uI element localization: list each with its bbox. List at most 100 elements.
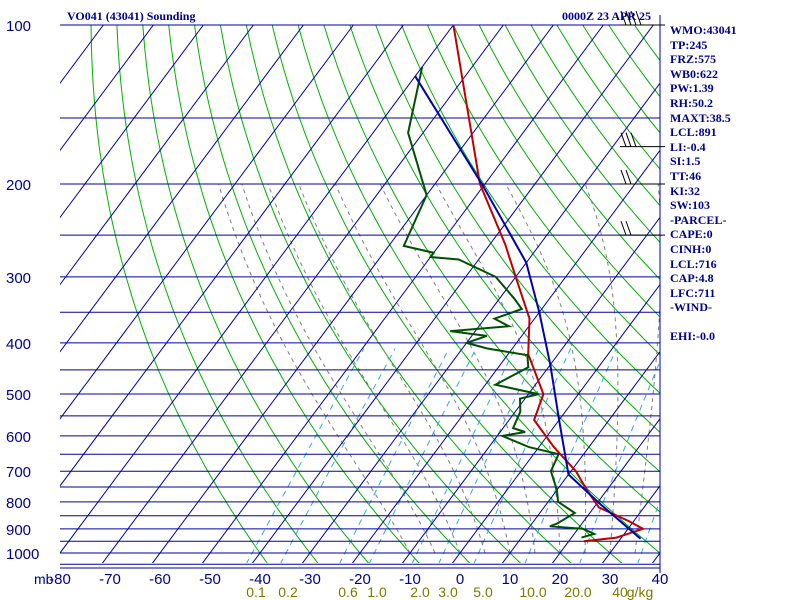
- dry-adiabat-line: [219, 25, 522, 563]
- pressure-gridlines: [60, 15, 661, 573]
- dry-adiabat-line: [530, 25, 660, 207]
- isotherm-line: [251, 25, 654, 563]
- dry-adiabat-line: [116, 25, 319, 563]
- dry-adiabat-line: [194, 25, 471, 563]
- x-tick-label: -70: [99, 571, 121, 588]
- isotherm-line: [351, 149, 660, 563]
- isotherm-line: [201, 25, 604, 563]
- param-item: -PARCEL-: [670, 212, 727, 227]
- isotherm-line: [60, 25, 404, 487]
- mixing-ratio-line: [438, 348, 540, 563]
- x-tick-label: -30: [299, 571, 321, 588]
- isotherm-line: [0, 25, 53, 564]
- wind-barb-flag: [620, 220, 627, 236]
- dry-adiabat-line: [168, 25, 420, 563]
- isotherm-line: [151, 25, 554, 563]
- mixing-ratio-label: 20.0: [564, 584, 591, 600]
- y-tick-label: 700: [6, 464, 31, 481]
- mixing-ratio-lines: [246, 348, 660, 563]
- x-tick-label: 20: [552, 571, 569, 588]
- isotherm-line: [60, 25, 354, 420]
- dry-adiabat-line: [452, 25, 660, 318]
- x-tick-label: -80: [49, 571, 71, 588]
- moist-adiabat-line: [241, 183, 436, 554]
- moist-adiabat-line: [505, 183, 587, 554]
- temperature-line: [452, 25, 646, 543]
- moist-adiabat-line: [435, 183, 561, 554]
- isotherm-line: [60, 25, 204, 219]
- x-tick-label: -40: [249, 571, 271, 588]
- dry-adiabat-line: [738, 25, 800, 564]
- mixing-ratio-label: 10.0: [519, 584, 546, 600]
- param-item: PW:1.39: [670, 81, 714, 96]
- mixing-ratio-label: 3.0: [438, 584, 458, 600]
- isotherm-line: [451, 283, 660, 563]
- param-item: CAP:4.8: [670, 271, 714, 286]
- mixing-ratio-label: 2.0: [410, 584, 430, 600]
- dry-adiabat-line: [790, 25, 800, 564]
- dry-adiabat-line: [323, 25, 660, 513]
- x-tick-label: 10: [502, 571, 519, 588]
- mixing-ratio-line: [579, 360, 660, 563]
- mixing-ratio-label: 1.0: [367, 584, 387, 600]
- wind-barbs: [620, 10, 665, 236]
- y-tick-label: 600: [6, 429, 31, 446]
- y-tick-label: 400: [6, 336, 31, 353]
- parcel-line: [414, 75, 642, 540]
- param-item: WMO:43041: [670, 23, 737, 37]
- param-item: [670, 315, 737, 330]
- dry-adiabat-line: [271, 25, 623, 563]
- moist-adiabats: [218, 183, 660, 554]
- dry-adiabat-line: [142, 25, 370, 563]
- y-tick-label: 500: [6, 387, 31, 404]
- wind-barb: [620, 169, 665, 185]
- wind-barb-flag: [620, 169, 627, 185]
- mixing-ratio-line: [411, 348, 516, 563]
- isotherm-line: [551, 417, 660, 563]
- x-tick-label: 30: [602, 571, 619, 588]
- sounding-title: VO041 (43041) Sounding: [67, 9, 196, 23]
- param-item: EHI:-0.0: [670, 329, 715, 344]
- isotherm-line: [501, 350, 660, 563]
- wind-barb: [620, 132, 665, 148]
- dry-adiabat-line: [401, 25, 660, 394]
- y-tick-label: 1000: [6, 546, 39, 563]
- moist-adiabat-line: [334, 183, 511, 554]
- param-item: -WIND-: [670, 300, 712, 315]
- isotherm-line: [301, 82, 660, 563]
- wind-barb-flag: [620, 132, 627, 147]
- dewpoint-line: [402, 66, 598, 539]
- mixing-ratio-label: 5.0: [473, 584, 493, 600]
- dry-adiabat-line: [478, 25, 660, 281]
- x-tick-label: -20: [349, 571, 371, 588]
- isotherm-line: [401, 216, 660, 563]
- x-tick-label: -10: [399, 571, 421, 588]
- sounding-series: [402, 25, 646, 543]
- dry-adiabat-line: [297, 25, 660, 554]
- dry-adiabat-line: [90, 25, 268, 563]
- param-item: MAXT:38.5: [670, 110, 731, 125]
- param-item: WB0:622: [670, 66, 718, 81]
- mixing-ratio-line: [637, 498, 660, 563]
- param-item: LCL:716: [670, 256, 717, 271]
- dry-adiabat-line: [349, 25, 660, 473]
- isotherm-line: [101, 25, 504, 563]
- y-tick-label: 200: [6, 177, 31, 194]
- param-item: LI:-0.4: [670, 139, 706, 154]
- param-item: LCL:891: [670, 125, 717, 140]
- x-tick-label: 0: [456, 571, 464, 588]
- y-axis-unit-label: mb: [34, 571, 54, 587]
- mixing-ratio-line: [246, 348, 365, 563]
- wind-barb-flag: [630, 132, 637, 147]
- x-tick-label: -60: [149, 571, 171, 588]
- mixing-ratio-line: [339, 348, 450, 563]
- mixing-ratio-label: 0.6: [338, 584, 358, 600]
- param-item: SI:1.5: [670, 154, 701, 169]
- wind-barb: [620, 220, 665, 236]
- wind-barb: [620, 10, 665, 26]
- parameter-list: WMO:43041 TP:245 FRZ:575 WB0:622 PW:1.39 RH:5…: [670, 23, 737, 344]
- moist-adiabat-line: [298, 183, 486, 554]
- param-item: TT:46: [670, 168, 702, 183]
- isotherm-line: [60, 25, 104, 85]
